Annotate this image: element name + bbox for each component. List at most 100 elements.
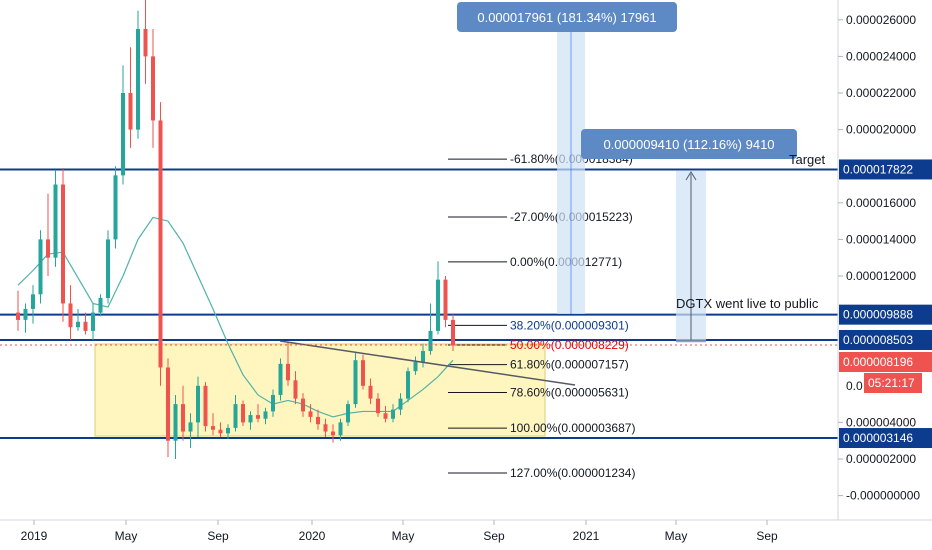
candle-body[interactable] bbox=[226, 427, 230, 434]
price-tag-label: 0.000017822 bbox=[843, 162, 913, 176]
candle-body[interactable] bbox=[151, 56, 155, 121]
y-tick-label: 0.000014000 bbox=[846, 232, 916, 246]
measure-label-1: 0.000017961 (181.34%) 17961 bbox=[477, 10, 656, 25]
candle-body[interactable] bbox=[106, 239, 110, 298]
candle-body[interactable] bbox=[443, 279, 448, 320]
y-tick-label: 0.000024000 bbox=[846, 49, 916, 63]
candle-body[interactable] bbox=[98, 297, 103, 313]
candle-body[interactable] bbox=[188, 422, 193, 432]
x-tick-label: May bbox=[392, 529, 415, 543]
candle-body[interactable] bbox=[31, 294, 35, 309]
candle-body[interactable] bbox=[76, 321, 80, 328]
price-tags: 0.000017822 0.000009888 0.000008503 0.00000… bbox=[0, 159, 932, 449]
annotation-dgtx: DGTX went live to public bbox=[676, 296, 819, 311]
fib-level-label: 61.80%(0.000007157) bbox=[510, 358, 629, 372]
candle-body[interactable] bbox=[376, 398, 380, 414]
time-axis[interactable]: 2019 May Sep 2020 May Sep 2021 May Sep bbox=[21, 520, 778, 543]
candle-body[interactable] bbox=[383, 413, 388, 419]
candle-body[interactable] bbox=[68, 303, 73, 328]
candle-body[interactable] bbox=[436, 279, 440, 331]
candle-body[interactable] bbox=[316, 416, 320, 425]
candle-body[interactable] bbox=[361, 360, 365, 386]
candle-body[interactable] bbox=[413, 362, 418, 372]
candle-body[interactable] bbox=[293, 380, 298, 399]
y-tick-label: 0.000004000 bbox=[846, 415, 916, 429]
candle-body[interactable] bbox=[248, 415, 253, 423]
candle-body[interactable] bbox=[323, 424, 328, 432]
candle-body[interactable] bbox=[196, 385, 200, 423]
annotation-target: Target bbox=[789, 152, 826, 167]
candle-body[interactable] bbox=[278, 363, 283, 395]
x-tick-label: 2020 bbox=[299, 529, 326, 543]
candle-body[interactable] bbox=[421, 351, 425, 363]
candle-body[interactable] bbox=[38, 239, 43, 295]
measure-tool-1[interactable]: 0.000017961 (181.34%) 17961 bbox=[457, 2, 677, 314]
candle-body[interactable] bbox=[181, 404, 185, 432]
candle-body[interactable] bbox=[203, 385, 208, 427]
x-tick-label: May bbox=[665, 529, 688, 543]
candle-body[interactable] bbox=[263, 411, 268, 419]
x-tick-label: Sep bbox=[756, 529, 778, 543]
price-tag-label: 0.000009888 bbox=[843, 308, 913, 322]
candle-body[interactable] bbox=[301, 398, 305, 412]
candle-body[interactable] bbox=[308, 411, 313, 417]
candle-body[interactable] bbox=[83, 321, 88, 331]
candle-body[interactable] bbox=[61, 184, 65, 304]
measure-label-2: 0.000009410 (112.16%) 9410 bbox=[603, 137, 774, 152]
candle-body[interactable] bbox=[451, 319, 455, 346]
candle-body[interactable] bbox=[256, 415, 260, 419]
fib-level-label: 100.00%(0.000003687) bbox=[510, 421, 635, 435]
last-price-tag bbox=[839, 352, 932, 372]
candle-body[interactable] bbox=[398, 398, 403, 410]
candle-body[interactable] bbox=[233, 404, 238, 428]
candle-body[interactable] bbox=[271, 394, 275, 412]
price-tag bbox=[839, 428, 932, 449]
candle-body[interactable] bbox=[338, 422, 343, 436]
candle-body[interactable] bbox=[46, 239, 50, 258]
candle-body[interactable] bbox=[136, 28, 140, 130]
fib-level-label: 127.00%(0.000001234) bbox=[510, 466, 635, 480]
candle-body[interactable] bbox=[113, 175, 118, 240]
candle-body[interactable] bbox=[211, 426, 215, 430]
candle-body[interactable] bbox=[218, 429, 223, 434]
y-tick-label: 0.000002000 bbox=[846, 452, 916, 466]
candle-body[interactable] bbox=[368, 385, 373, 399]
candle-body[interactable] bbox=[428, 330, 433, 352]
candle-body[interactable] bbox=[158, 120, 163, 368]
y-tick-label: 0.000012000 bbox=[846, 269, 916, 283]
candle-body[interactable] bbox=[143, 28, 148, 57]
candle-body[interactable] bbox=[331, 431, 335, 436]
price-tag bbox=[839, 304, 932, 325]
fib-level-label: 78.60%(0.000005631) bbox=[510, 386, 629, 400]
price-axis[interactable]: 0.000026000 0.000024000 0.000022000 0.00002… bbox=[838, 13, 920, 503]
candle-body[interactable] bbox=[406, 371, 410, 399]
candle-body[interactable] bbox=[346, 404, 350, 423]
y-tick-label: 0.000016000 bbox=[846, 196, 916, 210]
x-tick-label: Sep bbox=[207, 529, 229, 543]
candle-body[interactable] bbox=[391, 409, 395, 419]
measure-tool-2[interactable]: 0.000009410 (112.16%) 9410 bbox=[581, 129, 797, 343]
candle-body[interactable] bbox=[53, 184, 58, 258]
price-tag-label: 0.000008503 bbox=[843, 333, 913, 347]
candle-body[interactable] bbox=[286, 363, 290, 381]
candle-body[interactable] bbox=[166, 367, 170, 441]
candle-body[interactable] bbox=[128, 93, 133, 130]
candle-body[interactable] bbox=[23, 308, 28, 320]
candle-body[interactable] bbox=[16, 312, 20, 320]
countdown-tag bbox=[864, 373, 922, 393]
candle-body[interactable] bbox=[91, 312, 95, 331]
x-tick-label: Sep bbox=[483, 529, 505, 543]
trend-line[interactable] bbox=[279, 340, 576, 386]
last-price-label: 0.000008196 bbox=[843, 355, 913, 369]
candle-body[interactable] bbox=[173, 404, 178, 441]
x-tick-label: May bbox=[115, 529, 138, 543]
candle-body[interactable] bbox=[353, 360, 358, 405]
x-tick-label: 2021 bbox=[573, 529, 600, 543]
x-tick-label: 2019 bbox=[21, 529, 48, 543]
countdown-label: 05:21:17 bbox=[868, 376, 915, 390]
candle-body[interactable] bbox=[121, 93, 125, 176]
candle-body[interactable] bbox=[241, 404, 245, 423]
moving-averages bbox=[17, 216, 454, 418]
moving-average-line bbox=[17, 216, 454, 418]
